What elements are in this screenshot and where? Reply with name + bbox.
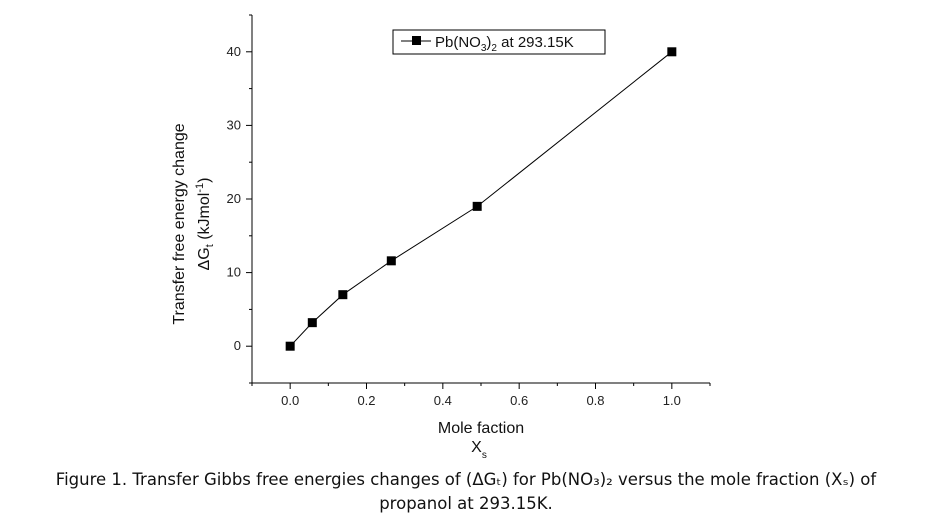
y-axis-title-line1: Transfer free energy change	[171, 123, 188, 324]
x-tick-label: 0.4	[434, 393, 452, 408]
x-tick-label: 0.6	[510, 393, 528, 408]
y-title-unit: (kJmol	[196, 193, 213, 245]
data-point	[472, 201, 482, 211]
legend-box	[392, 29, 606, 55]
data-point	[285, 341, 295, 351]
axis-ticks: 0.0 0.2 0.4 0.6 0.8 1.0 0 10 20 30 40	[227, 14, 711, 408]
x-tick-label: 0.8	[586, 393, 604, 408]
y-axis-title-line2: ΔGt (kJmol-1)	[194, 178, 216, 271]
figure-caption: Figure 1. Transfer Gibbs free energies c…	[0, 468, 932, 516]
x-tick-label: 0.0	[281, 393, 299, 408]
x-title-x: X	[471, 439, 482, 456]
legend-label-mid: )	[486, 34, 491, 51]
axes	[251, 15, 710, 384]
series-line	[289, 51, 673, 347]
legend-label-prefix: Pb(NO	[435, 34, 481, 51]
y-title-delta-g: ΔG	[196, 247, 213, 270]
caption-line-2: propanol at 293.15K.	[379, 494, 553, 513]
y-tick-label: 40	[227, 44, 241, 59]
y-title-close: )	[196, 178, 213, 183]
x-title-sub: s	[482, 450, 487, 461]
y-tick-label: 30	[227, 117, 241, 132]
data-point	[307, 318, 317, 328]
caption-line-1: Figure 1. Transfer Gibbs free energies c…	[55, 470, 877, 489]
legend-label: Pb(NO3)2 at 293.15K	[435, 34, 574, 54]
legend-label-sub1: 3	[481, 43, 487, 54]
y-tick-label: 10	[227, 265, 241, 280]
y-tick-label: 0	[234, 338, 241, 353]
x-axis-title-line2: Xs	[471, 439, 487, 461]
legend-marker-sample	[412, 36, 421, 45]
data-point	[338, 290, 348, 300]
legend-label-suffix: at 293.15K	[497, 34, 574, 51]
y-tick-label: 20	[227, 191, 241, 206]
data-point	[667, 47, 677, 57]
data-series	[285, 47, 677, 351]
y-title-sub: t	[204, 244, 216, 247]
data-point	[386, 256, 396, 266]
y-title-sup: -1	[194, 183, 206, 193]
legend: Pb(NO3)2 at 293.15K	[392, 29, 606, 55]
x-tick-label: 1.0	[663, 393, 681, 408]
x-axis-title-line1: Mole faction	[438, 420, 524, 437]
x-tick-label: 0.2	[357, 393, 375, 408]
legend-label-sub2: 2	[491, 43, 497, 54]
